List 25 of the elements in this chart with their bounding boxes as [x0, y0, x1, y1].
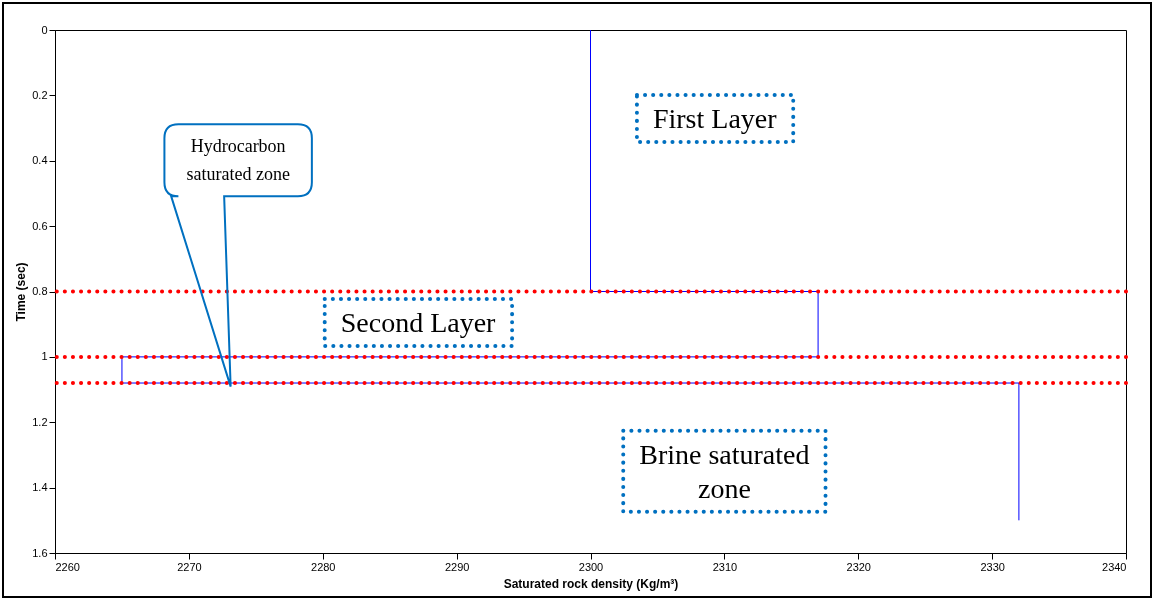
y-tick-label: 0.6 — [32, 219, 48, 232]
y-tick-label: 1.4 — [32, 481, 48, 494]
x-tick-label: 2290 — [444, 560, 470, 573]
y-tick-label: 0.2 — [32, 88, 48, 101]
y-tick-label: 1 — [41, 350, 48, 363]
x-tick-label: 2300 — [578, 560, 604, 573]
annotation: First Layer — [652, 102, 778, 134]
y-tick-label: 0 — [41, 23, 48, 36]
y-axis-title: Time (sec) — [14, 262, 29, 322]
x-tick-label: 2330 — [980, 560, 1005, 573]
x-tick-label: 2270 — [177, 560, 202, 573]
y-tick-label: 1.6 — [32, 546, 48, 559]
line-series — [121, 30, 1020, 521]
annotation: Hydrocarbon saturated zone — [186, 136, 290, 185]
y-tick-label: 1.2 — [32, 415, 48, 428]
x-tick-label: 2320 — [846, 560, 871, 573]
y-tick-label: 0.8 — [32, 285, 48, 297]
x-tick-label: 2260 — [55, 560, 80, 573]
y-tick-label: 0.4 — [32, 154, 48, 167]
annotation: Second Layer — [340, 306, 497, 338]
x-tick-label: 2340 — [1102, 560, 1127, 573]
annotation: Brine saturated zone — [639, 438, 810, 504]
x-tick-label: 2310 — [712, 560, 738, 573]
x-axis-title: Saturated rock density (Kg/m³) — [503, 576, 679, 591]
x-tick-label: 2280 — [311, 560, 336, 573]
